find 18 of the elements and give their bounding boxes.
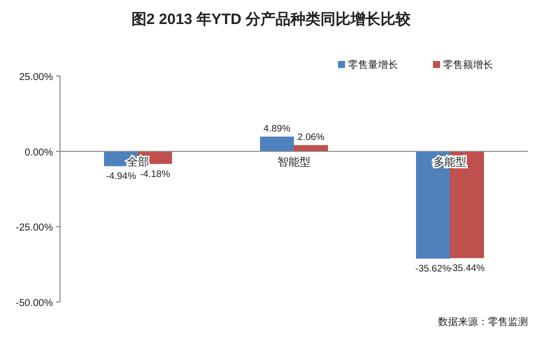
legend-label: 零售额增长 xyxy=(443,59,493,71)
x-tick-label: 智能型 xyxy=(278,155,310,168)
data-label: 4.89% xyxy=(264,124,292,135)
y-tick-label: -25.00% xyxy=(16,222,54,234)
y-tick-label: -50.00% xyxy=(16,298,54,309)
legend-label: 零售量增长 xyxy=(348,59,398,71)
data-label: -35.62% xyxy=(415,264,452,275)
data-label: 2.06% xyxy=(298,132,326,144)
source-note: 数据来源：零售监测 xyxy=(438,316,528,328)
y-tick-label: 25.00% xyxy=(19,72,54,83)
y-tick-label: 0.00% xyxy=(24,147,54,158)
bar xyxy=(260,136,294,152)
x-tick-label: 多能型 xyxy=(434,155,466,168)
data-label: -4.18% xyxy=(140,168,171,180)
data-label: -4.94% xyxy=(106,171,137,182)
data-label: -35.44% xyxy=(449,263,486,274)
chart-title: 图2 2013 年YTD 分产品种类同比增长比较 xyxy=(131,11,412,28)
bar xyxy=(294,145,328,152)
